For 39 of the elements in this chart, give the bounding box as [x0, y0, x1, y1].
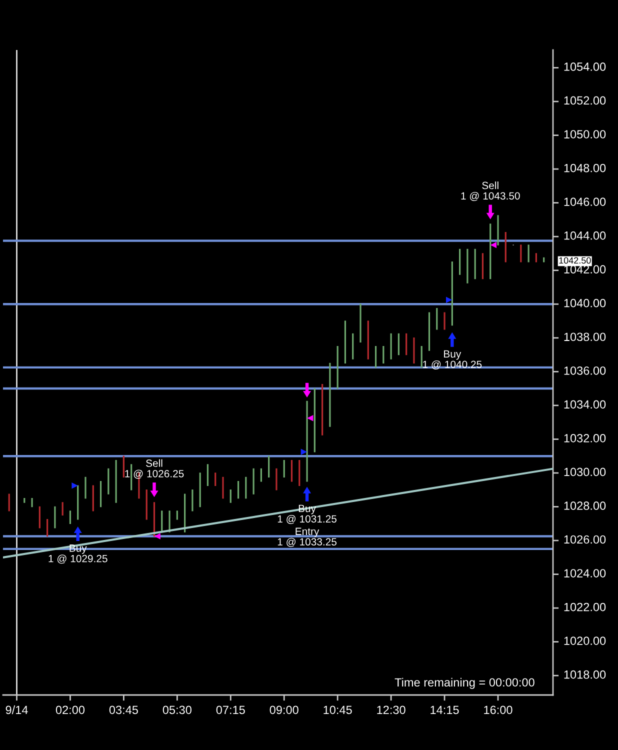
point [154, 533, 160, 540]
x-tick-label: 05:30 [162, 706, 192, 714]
y-tick-label: 1028.00 [564, 502, 606, 510]
x-tick-label: 16:00 [484, 706, 512, 714]
y-tick-label: 1052.00 [564, 96, 606, 105]
y-tick-label: 1034.00 [564, 400, 606, 409]
y-tick-label: 1032.00 [564, 434, 606, 442]
y-tick-label: 1040.00 [564, 298, 606, 308]
annotation: Time remaining = 00:00:00 [394, 678, 534, 689]
annotation: Entry 1 @ 1033.25 [278, 528, 336, 547]
y-tick-label: 1022.00 [564, 602, 606, 612]
x-tick-label: 9/14 [6, 705, 28, 714]
x-tick-label: 07:15 [216, 706, 245, 714]
annotation: 1042.50 [559, 257, 591, 264]
y-tick-label: 1048.00 [564, 164, 606, 172]
x-tick-label: 12:30 [377, 706, 406, 714]
x-tick-label: 09:00 [270, 706, 298, 714]
y-tick-label: 1024.00 [564, 569, 606, 578]
x-tick-label: 10:45 [324, 706, 352, 714]
y-tick-label: 1038.00 [564, 332, 606, 342]
y-tick-label: 1054.00 [564, 62, 606, 71]
y-tick-label: 1020.00 [564, 636, 606, 645]
point [490, 242, 497, 248]
y-tick-label: 1036.00 [564, 366, 606, 375]
y-tick-label: 1046.00 [564, 198, 606, 206]
x-tick-label: 14:15 [430, 706, 459, 714]
annotation: Sell 1 @ 1043.50 [461, 182, 520, 201]
point [306, 414, 314, 422]
point [72, 482, 78, 489]
y-tick-label: 1026.00 [564, 535, 606, 544]
point [300, 448, 308, 455]
y-tick-label: 1050.00 [564, 130, 606, 138]
annotation: Sell 1 @ 1026.25 [125, 459, 184, 479]
point [446, 296, 452, 304]
x-tick-label: 03:45 [109, 706, 138, 714]
y-tick-label: 1044.00 [564, 231, 606, 240]
x-tick-label: 02:00 [56, 706, 85, 714]
y-tick-label: 1030.00 [564, 468, 606, 476]
y-tick-label: 1018.00 [564, 670, 606, 679]
